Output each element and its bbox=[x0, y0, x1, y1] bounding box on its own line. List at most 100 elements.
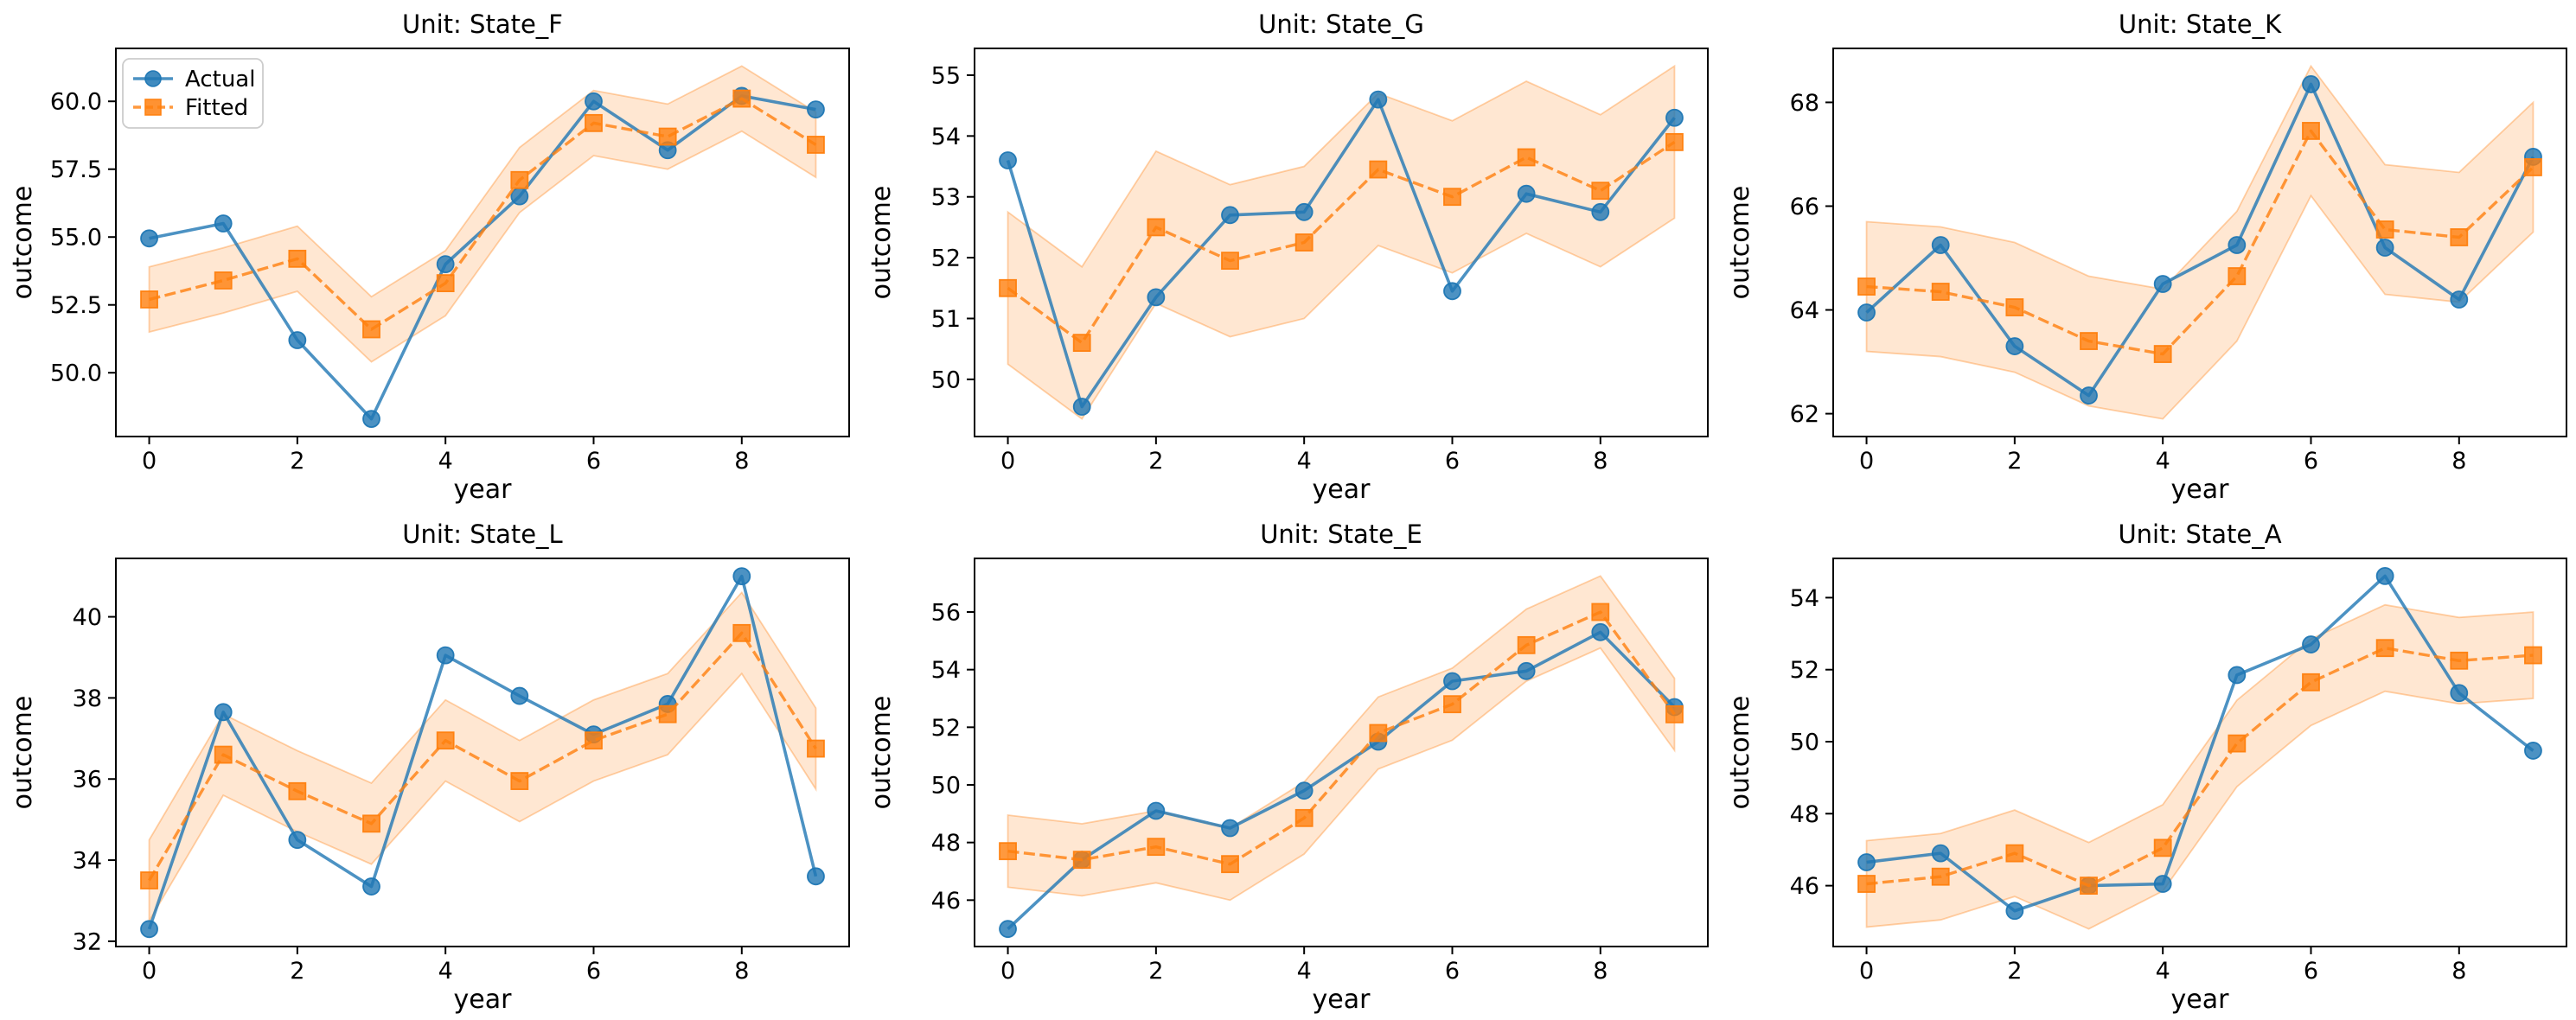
y-tick-label: 34 bbox=[73, 848, 102, 875]
actual-marker bbox=[2375, 239, 2394, 257]
y-axis-label: outcome bbox=[8, 696, 38, 810]
fitted-series bbox=[1857, 639, 2542, 896]
x-tick-label: 0 bbox=[142, 448, 157, 475]
fitted-marker bbox=[1221, 252, 1239, 271]
fitted-marker bbox=[214, 745, 233, 764]
fitted-marker bbox=[1294, 808, 1314, 827]
fitted-marker bbox=[1072, 851, 1091, 870]
fitted-marker bbox=[362, 814, 380, 833]
confidence-band bbox=[1007, 64, 1676, 420]
actual-marker bbox=[1369, 90, 1388, 109]
fitted-marker bbox=[1517, 148, 1536, 167]
fitted-marker bbox=[1517, 635, 1536, 654]
actual-line bbox=[1006, 98, 1676, 409]
y-axis: 62 64 66 68 bbox=[1790, 90, 1833, 428]
actual-marker bbox=[1931, 844, 1950, 863]
actual-marker bbox=[140, 229, 158, 248]
x-tick-label: 6 bbox=[1445, 448, 1460, 475]
y-tick-label: 50 bbox=[931, 773, 961, 800]
actual-marker bbox=[2450, 290, 2469, 309]
legend: Actual Fitted bbox=[122, 58, 264, 129]
confidence-band bbox=[1007, 575, 1676, 902]
actual-marker bbox=[436, 255, 455, 274]
fitted-marker bbox=[658, 127, 677, 146]
y-tick-label: 53 bbox=[931, 184, 961, 211]
fitted-marker bbox=[436, 731, 455, 750]
y-tick-label: 64 bbox=[1790, 297, 1819, 324]
x-tick-label: 6 bbox=[2304, 958, 2318, 985]
y-axis: 46 48 50 52 54 56 bbox=[931, 600, 975, 915]
subplot-state-a: 0 2 4 6 8 46 48 50 52 54 Unit: State_A year outcome bbox=[1717, 510, 2576, 1020]
fitted-marker bbox=[510, 772, 529, 790]
x-tick-label: 0 bbox=[1859, 448, 1874, 475]
fitted-marker bbox=[140, 871, 158, 889]
subplot-title: Unit: State_L bbox=[402, 520, 562, 549]
fitted-marker bbox=[1857, 277, 1876, 296]
fitted-series bbox=[1857, 122, 2542, 363]
axes-frame bbox=[974, 558, 1709, 947]
actual-marker bbox=[288, 831, 307, 850]
actual-marker bbox=[2005, 337, 2024, 355]
y-tick-label: 40 bbox=[73, 604, 102, 631]
fitted-marker bbox=[2302, 673, 2320, 692]
x-tick-label: 2 bbox=[1148, 448, 1163, 475]
x-tick-label: 0 bbox=[1859, 958, 1874, 985]
actual-marker bbox=[1147, 288, 1166, 307]
actual-marker bbox=[2005, 902, 2024, 921]
actual-line bbox=[1865, 82, 2535, 398]
x-tick-label: 2 bbox=[290, 448, 304, 475]
actual-marker bbox=[1857, 303, 1876, 322]
x-tick-label: 8 bbox=[734, 448, 749, 475]
x-tick-label: 8 bbox=[2451, 958, 2466, 985]
actual-marker bbox=[2302, 75, 2320, 93]
y-tick-label: 52 bbox=[931, 245, 961, 272]
x-axis: 0 2 4 6 8 bbox=[1000, 947, 1608, 985]
fitted-marker bbox=[140, 290, 158, 309]
actual-marker bbox=[999, 151, 1017, 169]
actual-marker bbox=[2375, 567, 2394, 585]
y-tick-label: 51 bbox=[931, 306, 961, 333]
actual-marker bbox=[1665, 108, 1684, 127]
fitted-line bbox=[1007, 610, 1676, 866]
actual-marker bbox=[1294, 202, 1314, 221]
fitted-marker bbox=[1072, 334, 1091, 353]
actual-marker bbox=[140, 920, 158, 939]
y-tick-label: 55.0 bbox=[50, 225, 102, 252]
fitted-marker bbox=[2524, 158, 2542, 176]
axes-frame bbox=[115, 48, 850, 437]
legend-item: Fitted bbox=[133, 95, 248, 121]
x-axis-label: year bbox=[2171, 475, 2230, 505]
fitted-series bbox=[140, 623, 825, 889]
y-tick-label: 52 bbox=[931, 715, 961, 742]
axes-frame bbox=[974, 48, 1709, 437]
y-tick-label: 57.5 bbox=[50, 156, 102, 183]
y-tick-label: 66 bbox=[1790, 194, 1819, 220]
x-axis-label: year bbox=[1313, 985, 1371, 1015]
chart-state-f: 0 2 4 6 8 50.0 52.5 55.0 57.5 60.0 Unit: State_Fye… bbox=[8, 10, 850, 505]
y-tick-label: 48 bbox=[1790, 801, 1819, 828]
subplot-title: Unit: State_E bbox=[1260, 520, 1422, 549]
x-tick-label: 4 bbox=[438, 448, 453, 475]
y-tick-label: 50 bbox=[931, 367, 961, 393]
actual-line bbox=[147, 574, 818, 930]
actual-marker bbox=[807, 867, 825, 886]
y-tick-label: 46 bbox=[931, 888, 961, 915]
y-axis: 50.0 52.5 55.0 57.5 60.0 bbox=[50, 89, 116, 387]
actual-line bbox=[1866, 574, 2534, 913]
x-tick-label: 4 bbox=[1297, 958, 1312, 985]
actual-marker bbox=[1517, 661, 1536, 680]
fitted-marker bbox=[1665, 132, 1684, 151]
actual-marker bbox=[1591, 202, 1610, 221]
axes-frame bbox=[1832, 48, 2567, 437]
actual-marker bbox=[2228, 666, 2247, 685]
fitted-line bbox=[148, 631, 817, 882]
actual-marker bbox=[2153, 275, 2172, 293]
fitted-marker bbox=[1665, 704, 1684, 724]
x-axis-label: year bbox=[1313, 475, 1371, 505]
x-tick-label: 2 bbox=[2007, 958, 2022, 985]
actual-marker bbox=[288, 331, 307, 349]
fitted-line bbox=[1007, 140, 1676, 345]
